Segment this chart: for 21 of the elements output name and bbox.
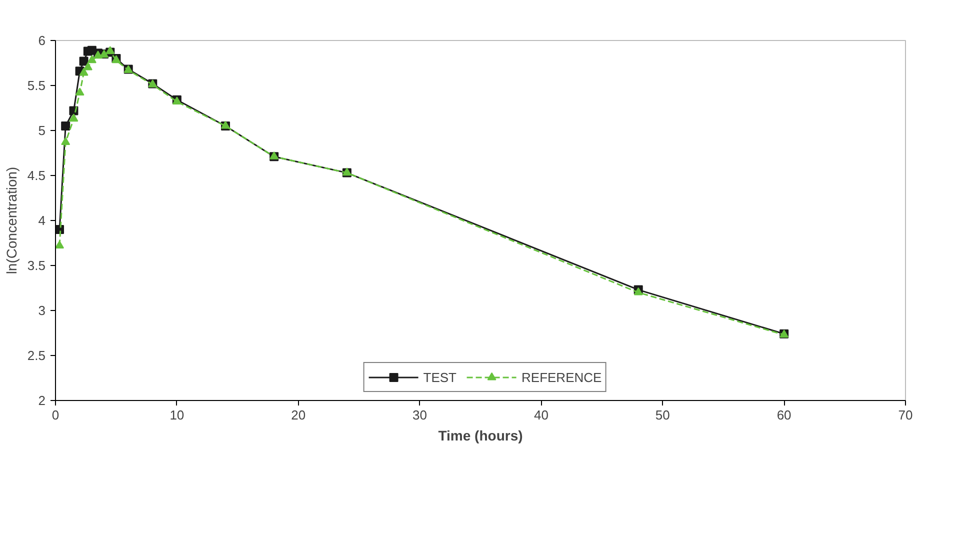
legend-label: REFERENCE [522,370,602,384]
x-tick-label: 50 [655,408,670,422]
y-tick-label: 5 [38,123,46,138]
y-tick-label: 3 [38,303,46,318]
y-tick-label: 5.5 [27,78,46,93]
y-axis-title: ln(Concentration) [3,166,20,274]
legend-label: TEST [423,370,457,384]
y-tick-label: 4 [38,213,46,228]
x-tick-label: 30 [412,408,428,422]
y-tick-label: 4.5 [27,168,46,183]
x-tick-label: 10 [170,408,184,422]
x-tick-label: 0 [52,408,60,422]
x-tick-label: 70 [898,408,913,422]
y-tick-label: 2 [38,393,46,408]
y-tick-label: 6 [38,33,46,48]
y-tick-label: 2.5 [27,348,46,363]
x-tick-label: 40 [534,408,548,422]
x-tick-label: 60 [776,408,792,422]
y-tick-label: 3.5 [27,258,46,273]
x-tick-label: 20 [291,408,306,422]
x-axis-title: Time (hours) [438,428,523,444]
